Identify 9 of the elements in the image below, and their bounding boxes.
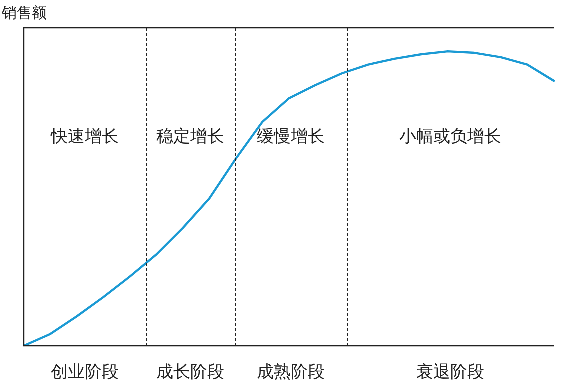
text: 成熟阶段 (256, 362, 325, 382)
annotation: 稳定增长 (156, 127, 225, 148)
annotation: 快速增长 (50, 127, 120, 148)
annotation: 小幅或负增长 (399, 127, 502, 148)
text: 创业阶段 (51, 362, 120, 382)
text: 成长阶段 (156, 362, 225, 382)
y-axis-title: 销售额 (1, 4, 47, 22)
text: 衰退阶段 (416, 362, 484, 382)
annotation: 缓慢增长 (256, 127, 325, 148)
